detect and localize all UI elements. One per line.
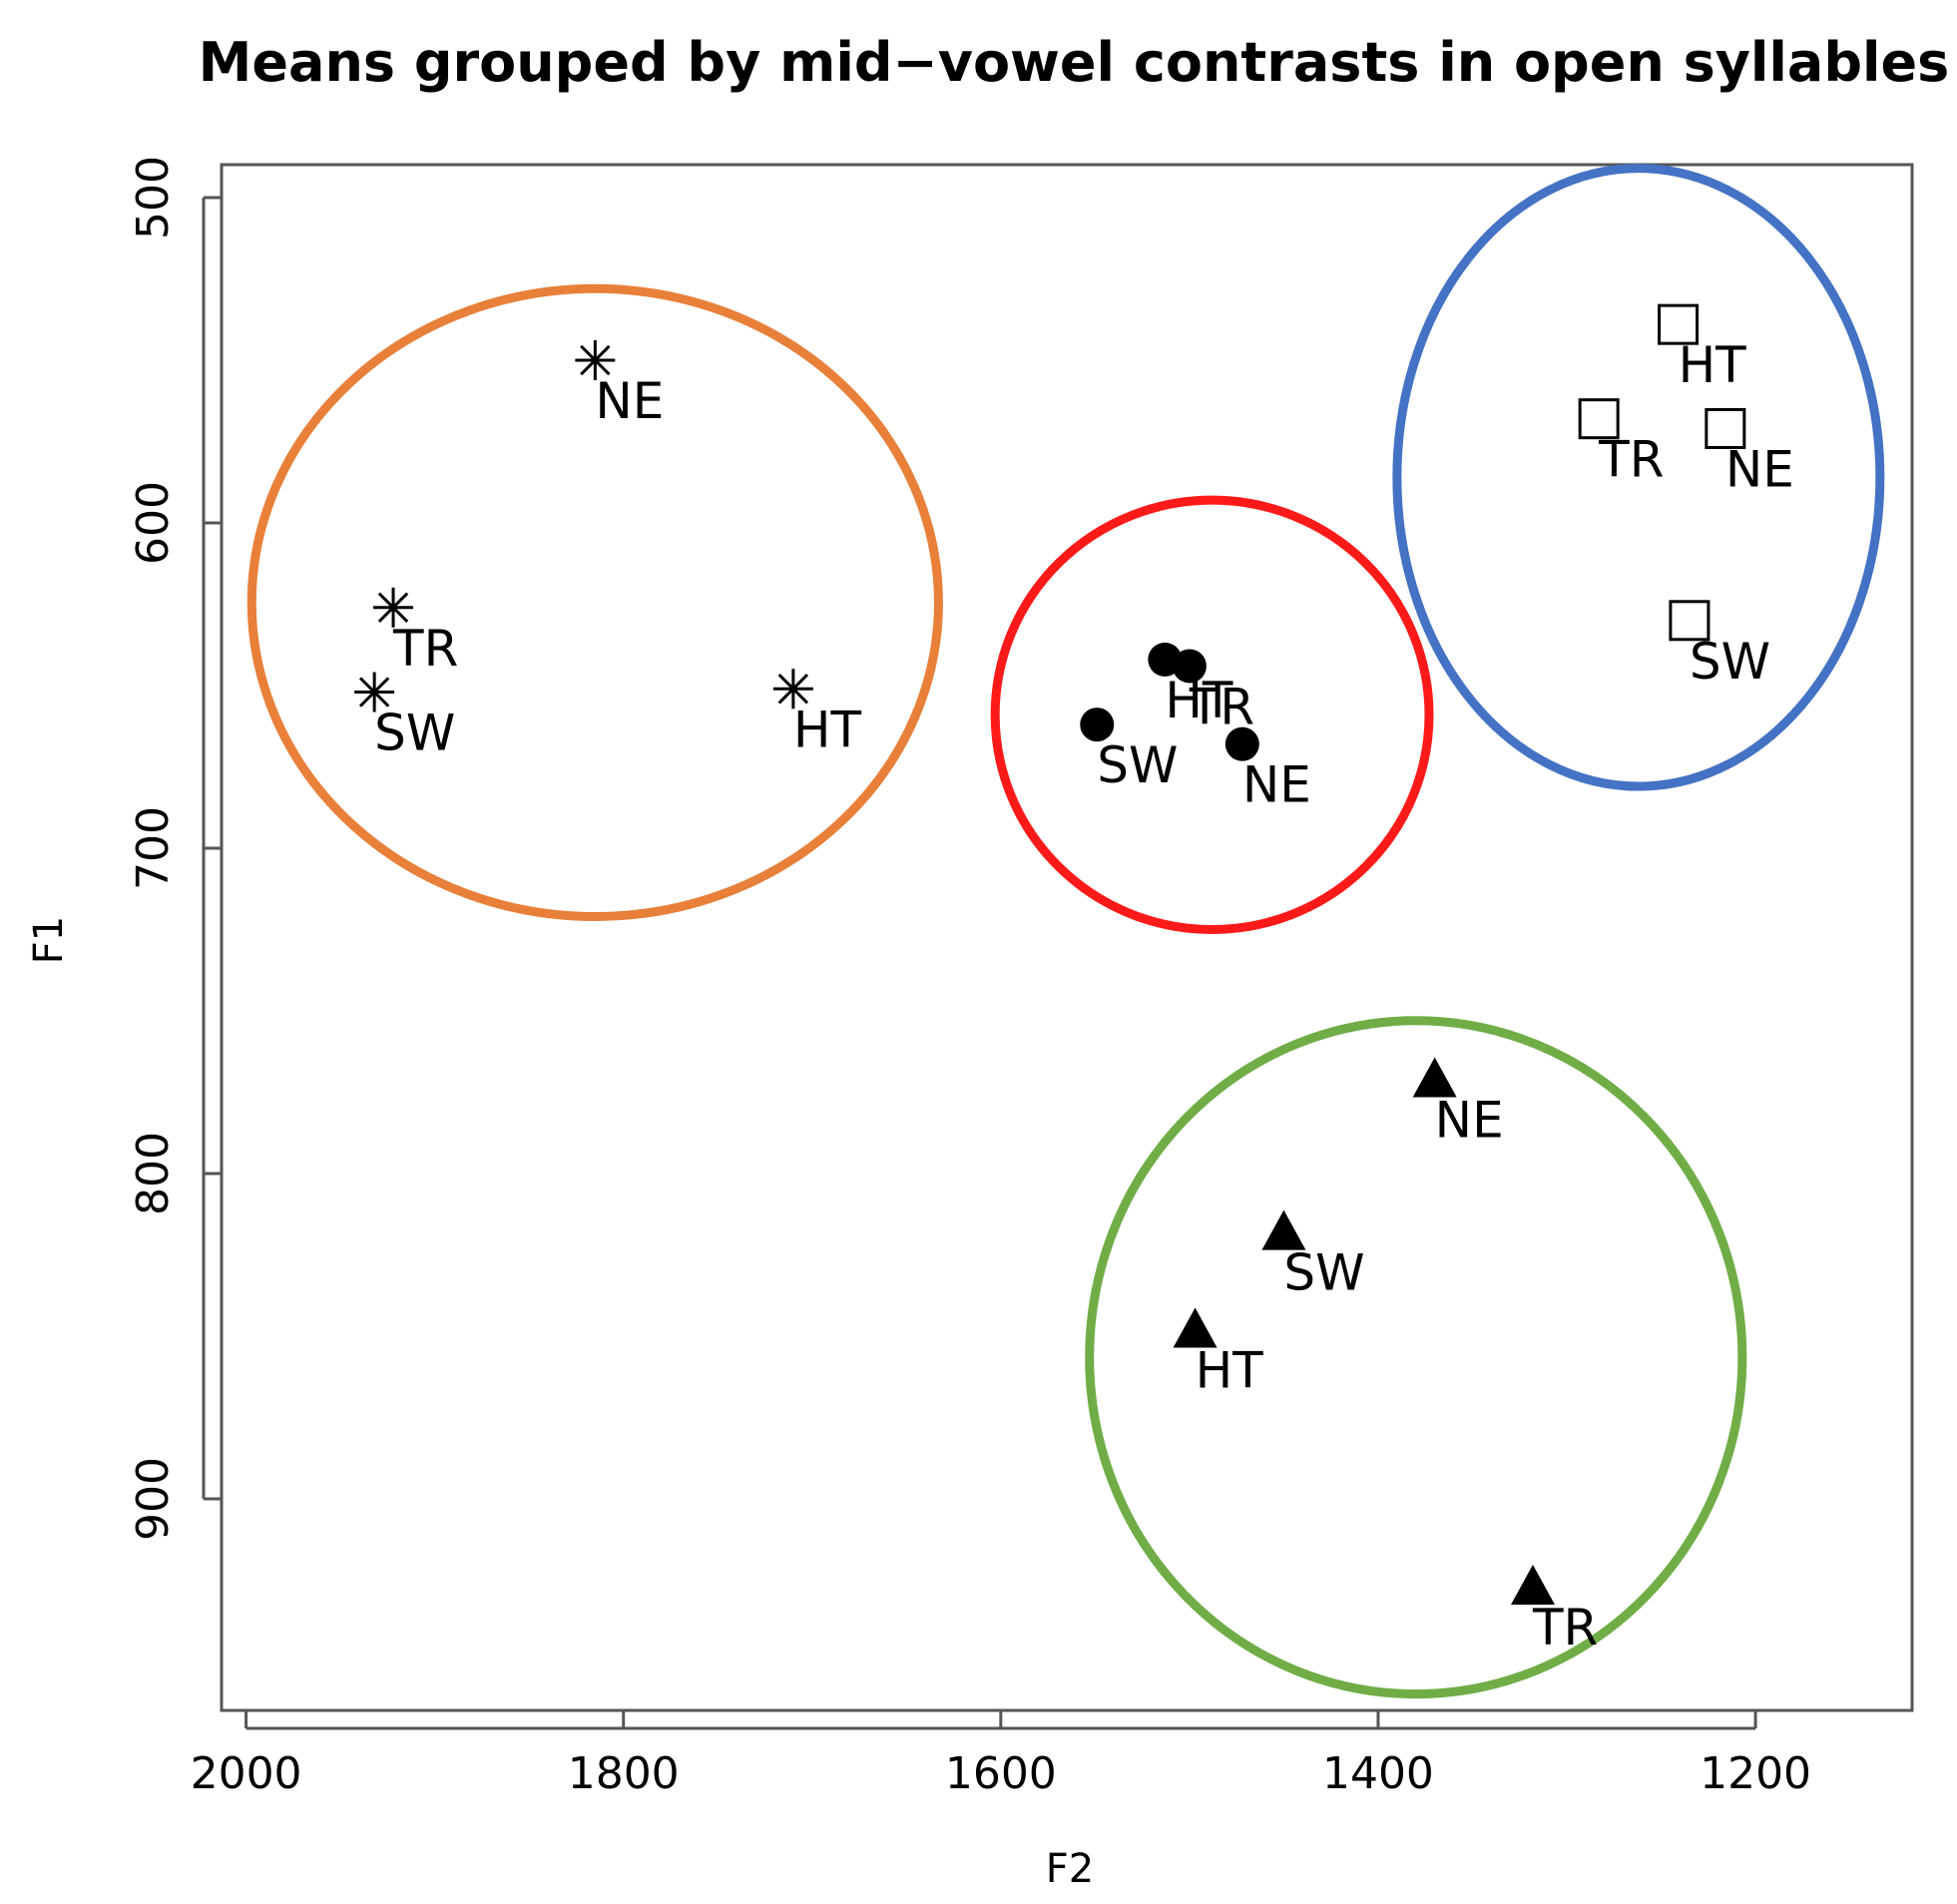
data-point-square xyxy=(1658,303,1700,345)
y-tick-label: 900 xyxy=(128,1457,179,1541)
point-label: NE xyxy=(1242,756,1311,814)
point-label: HT xyxy=(1679,336,1747,394)
point-label: SW xyxy=(1097,736,1178,794)
circle-marker xyxy=(1172,649,1207,684)
data-point-triangle xyxy=(1173,1307,1218,1348)
point-label: HT xyxy=(1165,672,1233,729)
data-point-asterisk xyxy=(772,669,813,710)
data-point-square xyxy=(1705,407,1746,449)
point-label: HT xyxy=(1196,1341,1264,1399)
triangle-marker xyxy=(1173,1307,1218,1348)
square-marker xyxy=(1669,600,1711,642)
asterisk-stroke xyxy=(580,344,611,376)
plot-area: 2000 1800 1600 1400 1200500600700800900NETRS… xyxy=(128,156,1914,1799)
x-tick-label: 2000 xyxy=(191,1748,302,1799)
triangle-marker xyxy=(1412,1057,1457,1098)
x-axis-label: F2 xyxy=(1046,1846,1094,1892)
y-tick-label: 500 xyxy=(128,156,179,239)
data-point-square xyxy=(1578,398,1620,440)
group-ellipse xyxy=(990,495,1434,935)
data-point-asterisk xyxy=(575,340,616,380)
x-tick-label: 1200 xyxy=(1700,1748,1811,1799)
circle-marker xyxy=(1224,726,1259,761)
point-label: NE xyxy=(595,372,664,430)
square-marker xyxy=(1658,303,1700,345)
point-label: TR xyxy=(1189,678,1254,735)
square-marker xyxy=(1578,398,1620,440)
group-ellipse xyxy=(246,283,943,921)
point-label: TR xyxy=(392,620,458,678)
plot-frame xyxy=(220,163,1914,1712)
x-tick-label: 1400 xyxy=(1322,1748,1434,1799)
asterisk-stroke xyxy=(777,674,809,705)
point-label: NE xyxy=(1725,440,1794,498)
triangle-marker xyxy=(1261,1209,1306,1250)
y-tick-label: 800 xyxy=(128,1132,179,1215)
point-label: NE xyxy=(1435,1091,1504,1149)
data-point-square xyxy=(1669,600,1711,642)
point-label: SW xyxy=(1283,1244,1364,1302)
data-point-triangle xyxy=(1412,1057,1457,1098)
group-ellipse xyxy=(1392,164,1885,791)
group-ellipse xyxy=(1085,1016,1747,1699)
point-label: SW xyxy=(1690,633,1770,691)
square-marker xyxy=(1705,407,1746,449)
chart-title: Means grouped by mid−vowel contrasts in … xyxy=(199,31,1950,94)
data-point-circle xyxy=(1224,726,1259,761)
data-point-triangle xyxy=(1510,1565,1555,1606)
x-tick-label: 1800 xyxy=(568,1748,680,1799)
point-label: TR xyxy=(1532,1599,1598,1657)
data-point-asterisk xyxy=(354,672,395,713)
circle-marker xyxy=(1080,708,1115,742)
x-tick-label: 1600 xyxy=(945,1748,1057,1799)
data-point-triangle xyxy=(1261,1209,1306,1250)
data-point-circle xyxy=(1080,708,1115,742)
point-label: HT xyxy=(793,701,862,758)
point-label: TR xyxy=(1598,431,1664,489)
triangle-marker xyxy=(1510,1565,1555,1606)
data-point-circle xyxy=(1172,649,1207,684)
point-label: SW xyxy=(374,705,455,762)
data-point-asterisk xyxy=(373,587,414,628)
asterisk-stroke xyxy=(377,592,409,623)
y-axis-label: F1 xyxy=(26,916,72,964)
y-tick-label: 700 xyxy=(128,806,179,890)
asterisk-stroke xyxy=(358,677,390,708)
y-tick-label: 600 xyxy=(128,481,179,565)
